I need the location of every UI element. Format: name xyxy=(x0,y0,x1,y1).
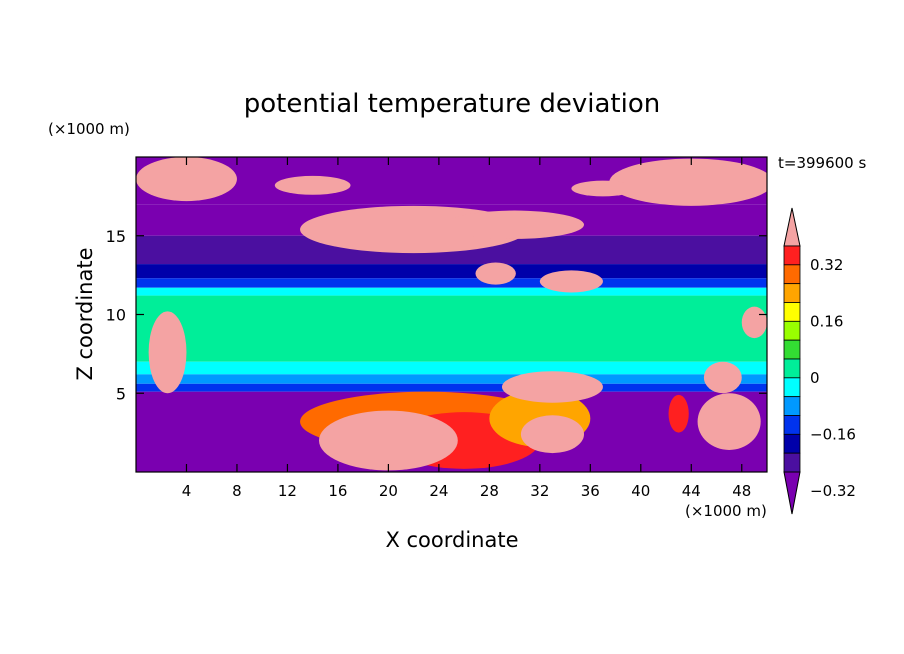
y-axis-ticks: 5 10 15 xyxy=(106,227,767,403)
colorbar-bottom-triangle xyxy=(783,471,801,515)
colorbar-label: 0 xyxy=(810,369,820,387)
colorbar-label: −0.32 xyxy=(810,482,856,500)
contour-band xyxy=(136,295,767,362)
contour-region xyxy=(274,175,351,195)
colorbar-segment xyxy=(783,339,801,360)
contour-region xyxy=(318,410,458,471)
contour-region xyxy=(520,415,585,454)
contour-region xyxy=(741,306,767,339)
contour-band xyxy=(136,264,767,279)
x-tick-label: 20 xyxy=(379,482,398,500)
x-tick-label: 40 xyxy=(631,482,650,500)
colorbar-segment xyxy=(783,283,801,303)
contour-region xyxy=(136,157,237,202)
time-label: t=399600 s xyxy=(778,154,866,172)
colorbar-segment xyxy=(783,302,801,322)
y-axis-label: Z coordinate xyxy=(73,247,97,380)
x-tick-label: 24 xyxy=(429,482,448,500)
chart-title: potential temperature deviation xyxy=(244,89,660,119)
x-unit-label: (×1000 m) xyxy=(685,502,767,520)
y-unit-label: (×1000 m) xyxy=(48,120,130,138)
x-tick-label: 12 xyxy=(278,482,297,500)
x-tick-label: 4 xyxy=(182,482,192,500)
contour-region xyxy=(445,210,585,239)
contour-region xyxy=(148,311,187,394)
colorbar-top-triangle xyxy=(783,207,801,247)
colorbar-label: 0.32 xyxy=(810,256,843,274)
x-axis-ticks: 4 8 12 16 20 24 28 32 36 40 44 48 xyxy=(182,157,751,500)
y-tick-label: 5 xyxy=(116,384,126,403)
y-tick-label: 10 xyxy=(106,306,126,325)
contour-region xyxy=(571,180,635,197)
colorbar-segment xyxy=(783,452,801,473)
x-tick-label: 36 xyxy=(581,482,600,500)
contour-region xyxy=(475,262,516,285)
contour-region xyxy=(668,394,689,433)
plot-area xyxy=(136,157,767,472)
contour-band xyxy=(136,287,767,296)
contour-band xyxy=(136,278,767,288)
contour-region xyxy=(539,270,603,293)
x-tick-label: 48 xyxy=(732,482,751,500)
x-tick-label: 16 xyxy=(328,482,347,500)
colorbar-label: 0.16 xyxy=(810,312,843,330)
colorbar: 0.32 0.16 0 −0.16 −0.32 xyxy=(783,207,856,515)
contour-band xyxy=(136,383,767,392)
y-tick-label: 15 xyxy=(106,227,126,246)
contour-region xyxy=(501,371,603,403)
colorbar-segment xyxy=(783,377,801,398)
x-tick-label: 28 xyxy=(480,482,499,500)
colorbar-segment xyxy=(783,433,801,454)
contour-band xyxy=(136,374,767,384)
x-tick-label: 8 xyxy=(232,482,242,500)
x-tick-label: 32 xyxy=(530,482,549,500)
contour-region xyxy=(697,393,761,450)
blobs-layer xyxy=(136,157,767,471)
colorbar-label: −0.16 xyxy=(810,425,856,443)
colorbar-segment xyxy=(783,264,801,285)
contour-region xyxy=(703,361,742,394)
colorbar-segment xyxy=(783,245,801,266)
colorbar-segment xyxy=(783,358,801,379)
x-axis-label: X coordinate xyxy=(385,528,518,552)
colorbar-segment xyxy=(783,415,801,435)
colorbar-segment xyxy=(783,320,801,341)
contour-region xyxy=(609,158,767,206)
colorbar-segment xyxy=(783,396,801,416)
contour-band xyxy=(136,361,767,375)
x-tick-label: 44 xyxy=(682,482,701,500)
